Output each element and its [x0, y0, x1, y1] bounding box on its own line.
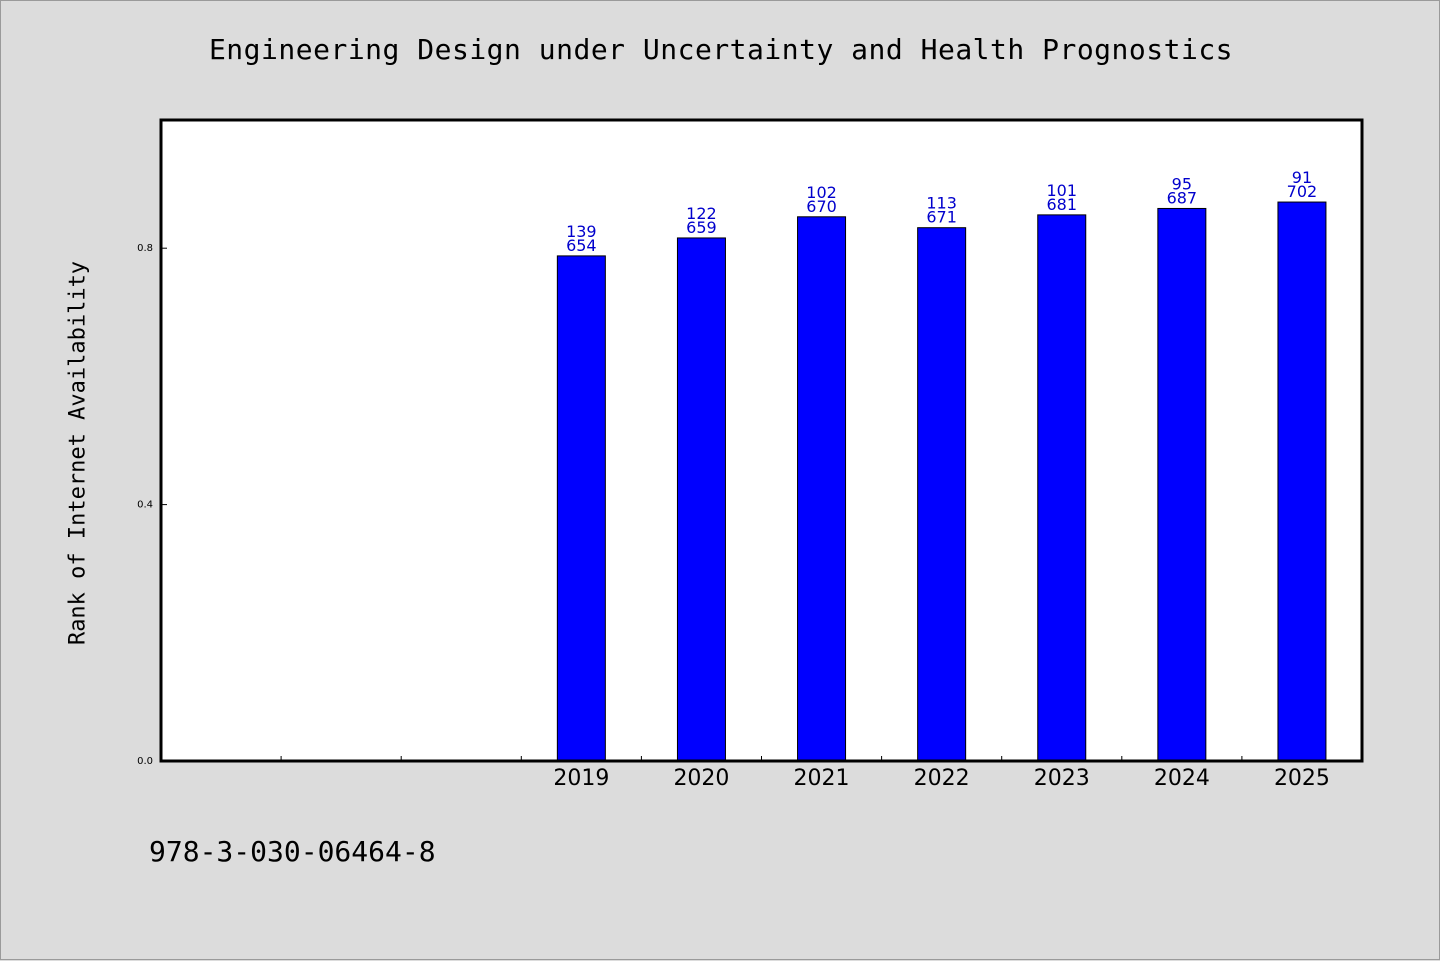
bar-label-bottom-2024: 687: [1167, 188, 1198, 207]
bar-2021: [797, 216, 847, 762]
bar-label-bottom-2020: 659: [686, 218, 717, 237]
y-tick-label: 0.8: [137, 243, 153, 254]
bar-label-top-2019: 139: [566, 222, 597, 241]
bar-2024: [1157, 207, 1207, 762]
bar-label-top-2021: 102: [806, 183, 837, 202]
bar-2020: [676, 237, 726, 762]
bar-2025: [1277, 201, 1327, 762]
plot-border: [159, 118, 1364, 763]
x-tick-label-2022: 2022: [914, 766, 970, 791]
bar-2023: [1037, 214, 1087, 762]
bar-2019: [556, 255, 606, 762]
x-tick-label-2023: 2023: [1034, 766, 1090, 791]
bar-label-top-2024: 95: [1172, 174, 1192, 193]
chart-title: Engineering Design under Uncertainty and…: [208, 33, 1234, 66]
bar-label-top-2022: 113: [926, 194, 957, 213]
bar-label-top-2023: 101: [1046, 181, 1077, 200]
bar-label-bottom-2021: 670: [806, 197, 837, 216]
x-tick-label-2020: 2020: [673, 766, 729, 791]
bar-label-top-2025: 91: [1292, 168, 1312, 187]
isbn-label: 978-3-030-06464-8: [149, 835, 436, 868]
bar-label-bottom-2023: 681: [1046, 195, 1077, 214]
bar-label-top-2020: 122: [686, 204, 717, 223]
y-tick-label: 0.4: [137, 500, 153, 511]
bar-2022: [917, 227, 967, 762]
x-tick-label-2024: 2024: [1154, 766, 1210, 791]
bar-label-bottom-2025: 702: [1287, 182, 1318, 201]
x-tick-label-2021: 2021: [794, 766, 850, 791]
ticks-layer: 2019 2020 2021 2022 2023 2024 2025 0.0 0.4 0.8: [137, 243, 1330, 791]
y-tick-label: 0.0: [137, 756, 153, 767]
x-tick-label-2019: 2019: [553, 766, 609, 791]
x-tick-label-2025: 2025: [1274, 766, 1330, 791]
bar-label-bottom-2022: 671: [926, 208, 957, 227]
bar-label-bottom-2019: 654: [566, 236, 597, 255]
